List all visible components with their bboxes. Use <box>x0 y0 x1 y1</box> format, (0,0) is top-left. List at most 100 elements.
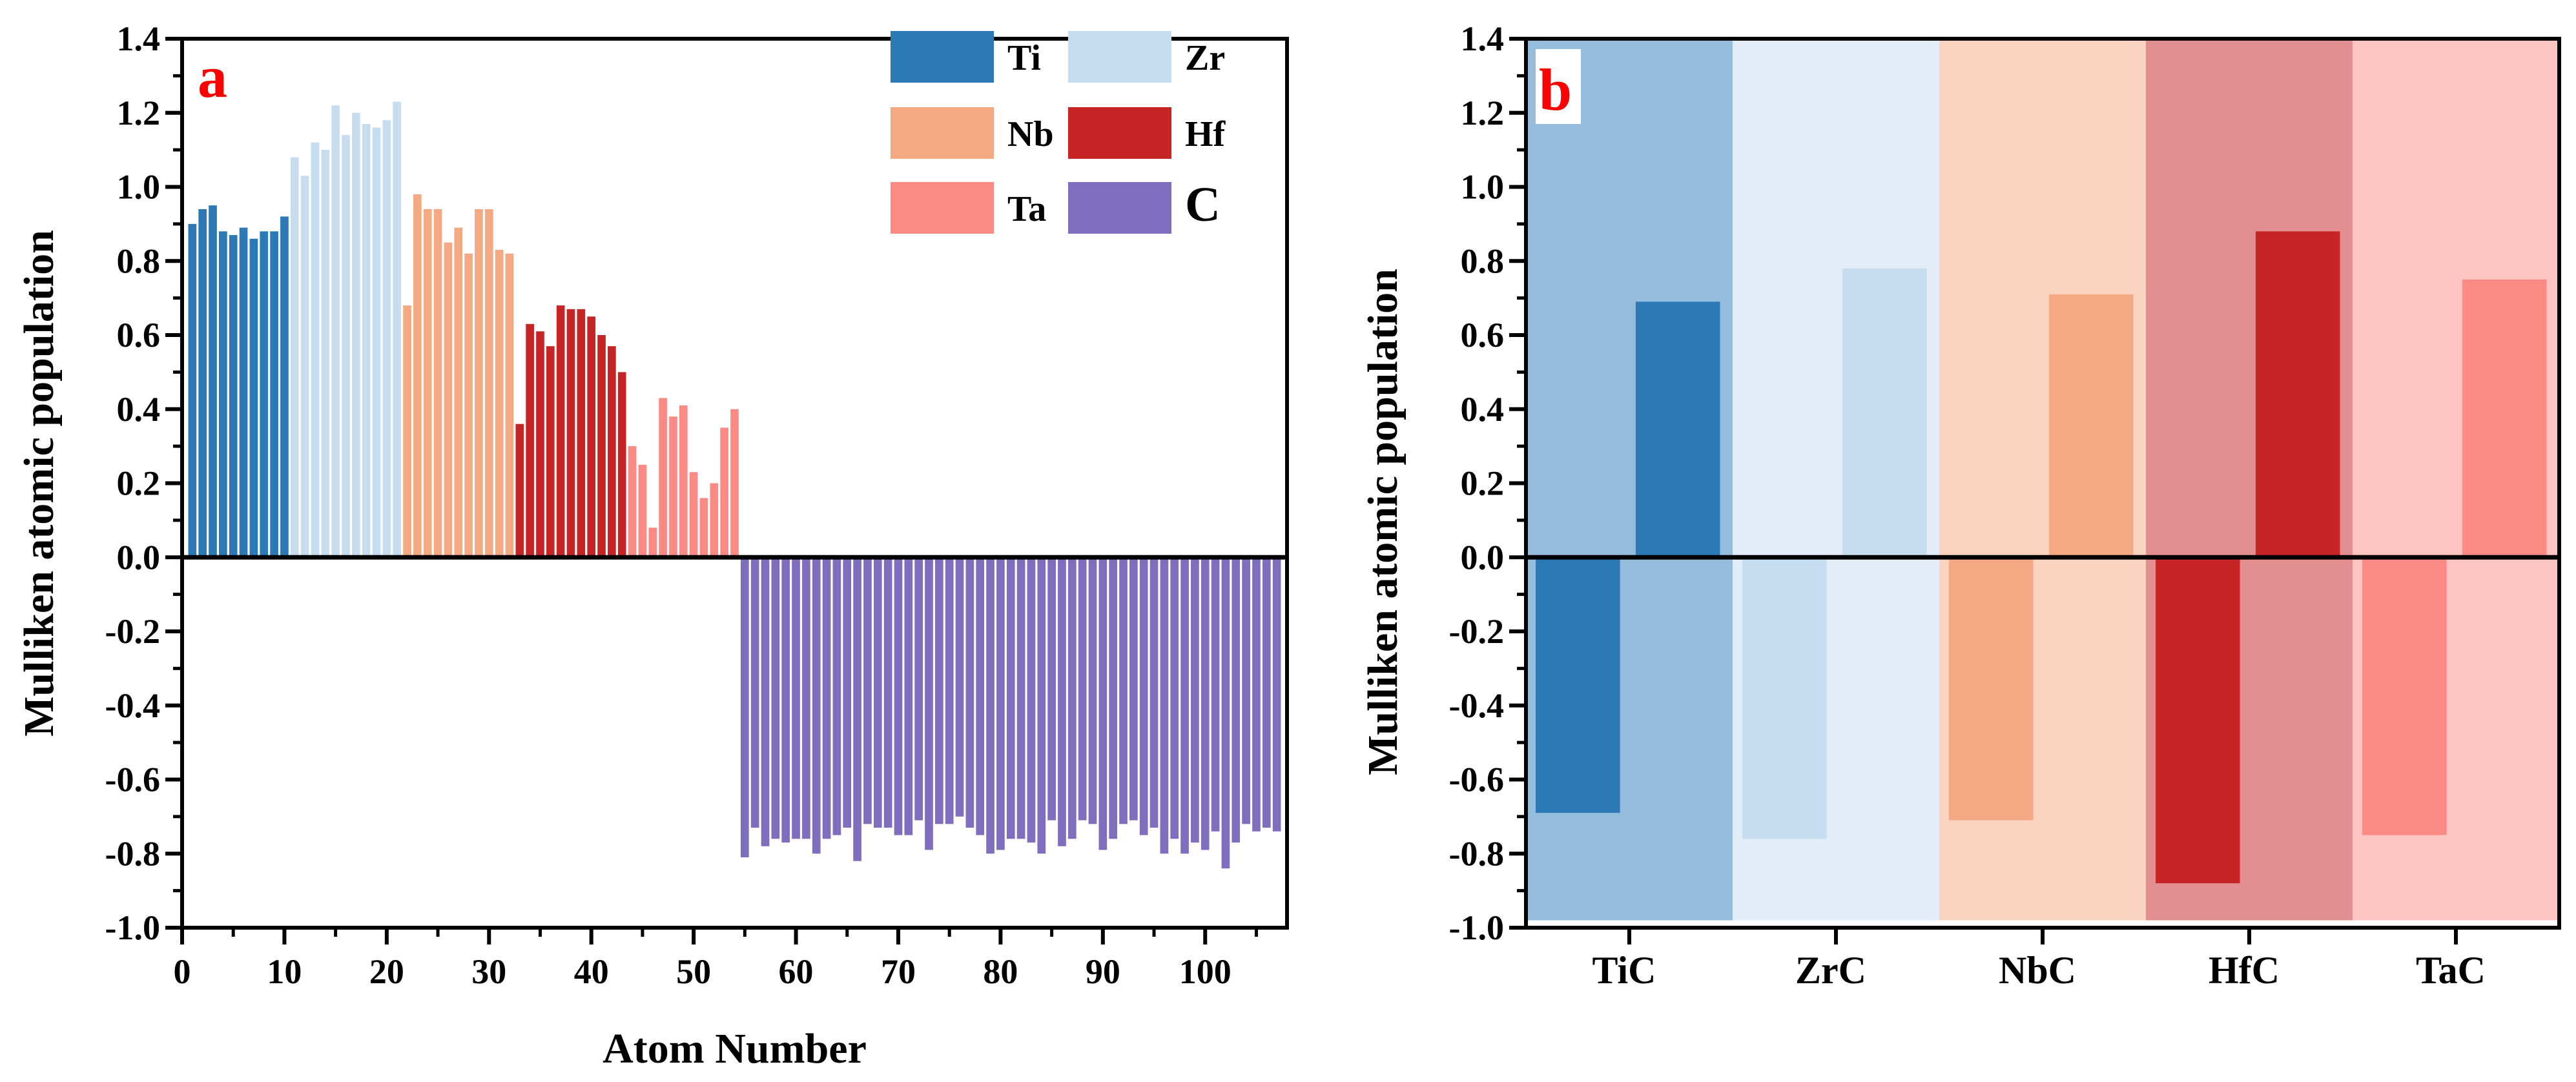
y-tick-label: -1.0 <box>105 908 160 947</box>
bar-hf-atom-35 <box>536 331 544 558</box>
panel-a-legend: Ti Zr Nb Hf Ta C <box>891 31 1226 234</box>
bar-zr-atom-13 <box>311 142 320 558</box>
bar-tac-c <box>2362 557 2447 835</box>
y-tick-label: -0.4 <box>1449 686 1504 725</box>
bar-c-atom-63 <box>822 557 831 839</box>
bar-nb-atom-31 <box>495 250 504 558</box>
x-tick-label: 0 <box>174 952 191 991</box>
bar-c-atom-107 <box>1272 557 1281 832</box>
bar-c-atom-92 <box>1119 557 1128 824</box>
y-tick-label: -0.2 <box>1449 612 1504 651</box>
bar-hf-atom-40 <box>587 316 596 558</box>
x-tick-label: 80 <box>983 952 1018 991</box>
panel-a-x-axis-title: Atom Number <box>603 1025 867 1072</box>
bar-hfc-metal <box>2255 231 2340 558</box>
bar-c-atom-75 <box>945 557 954 824</box>
legend-swatch-hf <box>1068 107 1171 159</box>
panel-b-ticks: 1.4 1.2 1.0 0.8 0.6 0.4 0.2 0.0 -0.2 -0.4 -0.6 -0.8… <box>1449 19 2486 992</box>
category-label-zrc: ZrC <box>1795 949 1866 992</box>
bar-ti-atom-9 <box>270 231 278 558</box>
y-tick-label: -0.4 <box>105 686 160 725</box>
bar-c-atom-87 <box>1067 557 1077 839</box>
bar-c-atom-95 <box>1149 557 1159 828</box>
x-tick-label: 20 <box>369 952 404 991</box>
bar-nb-atom-23 <box>413 194 422 558</box>
bar-zrc-metal <box>1842 268 1927 558</box>
bar-c-atom-59 <box>781 557 790 843</box>
legend-label-nb: Nb <box>1007 114 1054 154</box>
y-tick-label: 1.0 <box>1461 168 1505 207</box>
y-tick-label: 1.4 <box>117 19 161 58</box>
bar-c-atom-73 <box>925 557 933 850</box>
bar-c-atom-86 <box>1058 557 1066 846</box>
panel-b-y-axis-title: Mulliken atomic population <box>1359 269 1406 775</box>
bar-tac-metal <box>2462 279 2547 558</box>
y-tick-label: -0.2 <box>105 612 160 651</box>
bar-ti-atom-6 <box>239 227 248 558</box>
bar-c-atom-83 <box>1027 557 1036 843</box>
x-tick-label: 60 <box>779 952 814 991</box>
legend-swatch-c <box>1068 182 1171 234</box>
legend-swatch-ta <box>891 182 994 234</box>
bar-zr-atom-15 <box>331 105 340 558</box>
bar-ta-atom-44 <box>628 446 637 558</box>
bar-c-atom-97 <box>1170 557 1179 839</box>
bar-c-atom-106 <box>1262 557 1271 828</box>
bar-c-atom-65 <box>843 557 852 828</box>
bar-c-atom-76 <box>955 557 964 817</box>
panel-a-ticks: 1.4 1.2 1.0 0.8 0.6 0.4 0.2 0.0 -0.2 -0.4 -0.6 -0.8… <box>105 19 1258 991</box>
y-tick-label: 0.8 <box>117 241 161 280</box>
category-label-tic: TiC <box>1592 949 1656 992</box>
bar-ta-atom-51 <box>699 498 708 558</box>
bar-c-atom-85 <box>1047 557 1056 821</box>
x-tick-label: 30 <box>471 952 506 991</box>
bar-c-atom-81 <box>1006 557 1015 839</box>
x-tick-label: 50 <box>676 952 711 991</box>
bar-nb-atom-30 <box>484 209 493 558</box>
panel-b-backgrounds <box>1526 39 2559 921</box>
bar-c-atom-69 <box>883 557 892 828</box>
bar-nb-atom-29 <box>475 209 483 558</box>
y-tick-label: 0.2 <box>1461 464 1505 503</box>
panel-b-tag: b <box>1539 57 1572 123</box>
y-tick-label: 0.8 <box>1461 241 1505 280</box>
bar-c-atom-84 <box>1037 557 1046 854</box>
y-tick-label: 0.0 <box>117 538 161 577</box>
bar-c-atom-62 <box>812 557 821 854</box>
x-tick-label: 70 <box>881 952 916 991</box>
bar-zr-atom-19 <box>372 127 381 558</box>
bar-nb-atom-25 <box>433 209 442 558</box>
bar-ti-atom-7 <box>249 238 258 558</box>
bar-hf-atom-33 <box>515 424 524 558</box>
legend-label-ta: Ta <box>1007 189 1046 229</box>
panel-a-chart: 1.4 1.2 1.0 0.8 0.6 0.4 0.2 0.0 -0.2 -0.4 -0.6 -0.8… <box>15 19 1289 1072</box>
bar-ti-atom-5 <box>229 235 238 558</box>
bar-c-atom-55 <box>741 557 749 857</box>
bar-c-atom-90 <box>1098 557 1108 850</box>
bar-zr-atom-21 <box>393 101 402 558</box>
y-tick-label: -0.8 <box>105 834 160 873</box>
bar-c-atom-61 <box>802 557 810 839</box>
category-label-hfc: HfC <box>2209 949 2280 992</box>
legend-swatch-zr <box>1068 31 1171 83</box>
y-tick-label: 0.4 <box>1461 390 1505 429</box>
y-tick-label: -0.8 <box>1449 834 1504 873</box>
panel-b-chart: 1.4 1.2 1.0 0.8 0.6 0.4 0.2 0.0 -0.2 -0.4 -0.6 -0.8… <box>1359 19 2561 992</box>
bar-ti-atom-2 <box>198 209 207 558</box>
bar-zr-atom-20 <box>382 120 391 558</box>
bar-c-atom-93 <box>1129 557 1138 821</box>
bar-nb-atom-32 <box>505 253 514 558</box>
bar-c-atom-79 <box>986 557 994 854</box>
legend-label-ti: Ti <box>1007 38 1041 78</box>
y-tick-label: -0.6 <box>105 760 160 799</box>
bar-nb-atom-27 <box>454 227 463 558</box>
x-tick-label: 40 <box>574 952 609 991</box>
bar-hf-atom-39 <box>577 309 586 558</box>
bar-nb-atom-28 <box>464 253 473 558</box>
bar-ta-atom-46 <box>648 527 657 558</box>
bar-zr-atom-18 <box>362 123 371 558</box>
bar-c-atom-104 <box>1242 557 1250 824</box>
bar-ti-atom-10 <box>280 216 289 558</box>
bar-hf-atom-34 <box>526 323 534 558</box>
